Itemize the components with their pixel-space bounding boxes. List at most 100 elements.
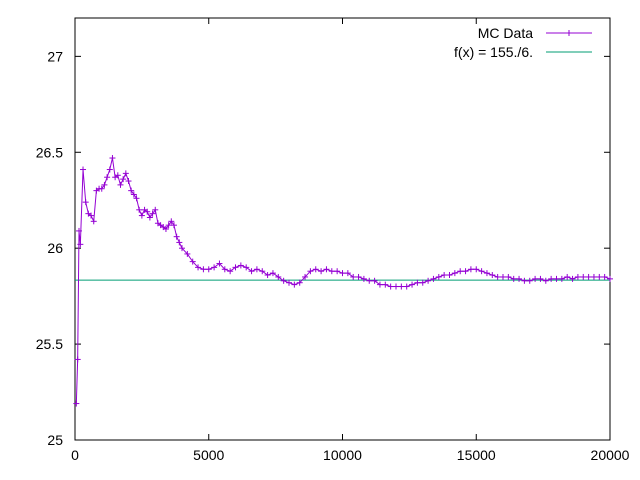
mc-data-point [144, 208, 151, 215]
mc-data-point [237, 262, 244, 269]
y-tick-label: 25 [47, 432, 63, 448]
mc-data-point [200, 266, 207, 273]
mc-data-point [569, 275, 576, 282]
y-tick-label: 26.5 [36, 144, 63, 160]
mc-data-point [376, 281, 383, 288]
mc-data-point [441, 272, 448, 279]
mc-data-point [221, 266, 228, 273]
mc-data-point [548, 275, 555, 282]
mc-data-point [334, 268, 341, 275]
mc-data-point [435, 273, 442, 280]
mc-data-point [425, 277, 432, 284]
mc-data-point [451, 270, 458, 277]
mc-data-point [328, 268, 335, 275]
mc-data-point [473, 266, 480, 273]
mc-data-point [165, 222, 172, 229]
mc-data-point [170, 222, 177, 229]
mc-data-point [82, 199, 89, 206]
mc-data-point [269, 270, 276, 277]
mc-data-point [130, 191, 137, 198]
mc-data-point [403, 283, 410, 290]
mc-data-point [106, 166, 113, 173]
mc-data-point [264, 272, 271, 279]
mc-data-point [211, 264, 218, 271]
mc-data-point [532, 275, 539, 282]
mc-data-point [312, 266, 319, 273]
mc-data-point [414, 279, 421, 286]
x-tick-label: 15000 [457, 447, 496, 463]
mc-data-point [371, 277, 378, 284]
mc-data-point [162, 226, 169, 232]
x-tick-label: 20000 [591, 447, 630, 463]
mc-data-point [128, 187, 135, 194]
mc-data-point [607, 275, 613, 282]
mc-data-point [76, 227, 83, 234]
mc-data-point [80, 166, 87, 173]
mc-data-point [120, 176, 127, 183]
mc-data-point [553, 275, 560, 282]
mc-data-point [478, 268, 485, 275]
mc-data-point [366, 277, 373, 284]
mc-data-point [205, 266, 212, 273]
mc-data-point [387, 283, 394, 290]
mc-data-point [446, 272, 453, 279]
mc-data-point [419, 279, 426, 286]
mc-data-point [122, 170, 129, 177]
mc-data-point [564, 273, 571, 280]
mc-data-point [360, 275, 367, 282]
mc-data-point [216, 260, 223, 267]
mc-data-point [125, 178, 132, 185]
mc-data-point [286, 279, 292, 286]
mc-data-point [483, 270, 490, 277]
mc-data-point [232, 264, 239, 271]
legend-label-fx: f(x) = 155./6. [454, 44, 533, 60]
mc-data-point [505, 273, 512, 280]
mc-data-point [323, 266, 330, 273]
series-layer [73, 155, 613, 407]
mc-data-point [74, 356, 81, 363]
mc-data-point [195, 264, 202, 271]
mc-data-point [243, 264, 250, 271]
mc-data-point [318, 268, 325, 275]
mc-data-point [73, 400, 80, 407]
mc-data-point [430, 275, 437, 282]
mc-data-point [462, 268, 469, 275]
mc-data-point [101, 181, 108, 188]
mc-data-point [537, 275, 544, 282]
plot-border [74, 17, 611, 441]
mc-data-point [542, 277, 549, 284]
mc-data-point [291, 281, 298, 288]
mc-data-point [296, 279, 303, 286]
mc-data-point [227, 268, 234, 275]
mc-data-point [77, 241, 84, 248]
mc-data-point [133, 195, 140, 202]
mc-data-point [179, 245, 185, 252]
mc-data-point [307, 268, 314, 275]
mc-data-point [275, 273, 282, 280]
mc-data-point [90, 218, 97, 225]
y-tick-label: 26 [47, 240, 63, 256]
mc-data-point [489, 272, 496, 279]
mc-data-point [146, 214, 153, 221]
mc-data-point [344, 270, 351, 277]
mc-data-point [526, 277, 533, 284]
legend: MC Data f(x) = 155./6. [454, 25, 592, 60]
mc-data-point [355, 273, 362, 280]
mc-data-point [558, 275, 565, 282]
axis-ticks: 0 5000 10000 15000 20000 25 25.5 26 26.5 27 [36, 18, 630, 463]
mc-data-point [516, 275, 523, 282]
x-tick-label: 0 [71, 447, 79, 463]
mc-data-point [580, 273, 587, 280]
mc-data-point [382, 281, 389, 288]
mc-data-point [184, 250, 191, 257]
mc-data-point [457, 268, 464, 275]
mc-data-point [510, 275, 517, 282]
mc-data-point [601, 273, 608, 280]
y-tick-label: 25.5 [36, 336, 63, 352]
mc-data-point [500, 273, 506, 280]
mc-data-point [302, 273, 309, 280]
mc-data-point [104, 174, 111, 181]
mc-data-point [259, 268, 266, 275]
mc-data-point [398, 283, 405, 290]
